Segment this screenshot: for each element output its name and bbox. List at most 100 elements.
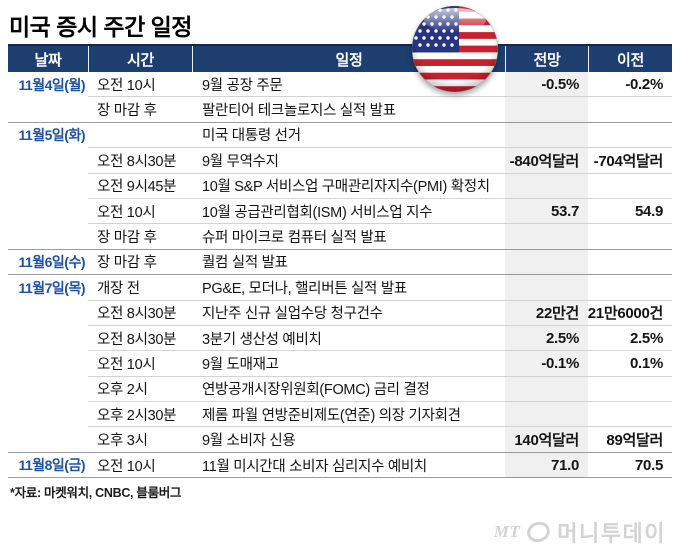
cell-event: PG&E, 모더나, 핼리버튼 실적 발표 bbox=[192, 275, 505, 301]
cell-event: 9월 소비자 신용 bbox=[202, 433, 296, 450]
source-footnote: *자료: 마켓워치, CNBC, 블룸버그 bbox=[10, 486, 182, 500]
table-row: 오전 9시45분 10월 S&P 서비스업 구매관리자지수(PMI) 확정치 bbox=[8, 173, 672, 199]
column-header-event: 일정 bbox=[192, 46, 505, 72]
cell-event: 연방공개시장위원회(FOMC) 금리 결정 bbox=[192, 377, 505, 403]
cell-previous bbox=[588, 275, 672, 301]
cell-date: 11월8일(금) bbox=[18, 457, 85, 474]
cell-date: 11월4일(월) bbox=[18, 76, 85, 93]
cell-date bbox=[8, 351, 88, 376]
cell-previous bbox=[588, 377, 672, 403]
table-row: 오전 8시30분 지난주 신규 실업수당 청구건수 22만건 21만6000건 bbox=[8, 300, 672, 326]
cell-time: 장 마감 후 bbox=[97, 255, 157, 272]
column-header-forecast: 전망 bbox=[505, 46, 588, 72]
cell-forecast bbox=[505, 376, 588, 403]
cell-time: 오전 8시30분 bbox=[88, 326, 192, 352]
table-row: 오전 10시 10월 공급관리협회(ISM) 서비스업 지수 53.7 54.9 bbox=[8, 198, 672, 225]
cell-forecast bbox=[505, 275, 588, 301]
cell-date bbox=[8, 199, 88, 224]
cell-forecast bbox=[505, 97, 588, 122]
column-header-date: 날짜 bbox=[34, 51, 62, 69]
cell-event: 10월 공급관리협회(ISM) 서비스업 지수 bbox=[192, 199, 505, 225]
table-row: 11월5일(화) 미국 대통령 선거 bbox=[8, 122, 672, 149]
cell-previous: 89억달러 bbox=[606, 432, 663, 450]
table-row: 11월7일(목) 개장 전 PG&E, 모더나, 핼리버튼 실적 발표 bbox=[8, 275, 672, 301]
cell-date bbox=[8, 326, 88, 351]
cell-forecast: -840억달러 bbox=[505, 148, 588, 174]
cell-previous bbox=[588, 123, 672, 149]
cell-date bbox=[8, 427, 88, 451]
cell-time: 장 마감 후 bbox=[97, 103, 157, 120]
schedule-table: 날짜 시간 일정 전망 이전 11월4일(월) 오전 10시 9월 공장 주문 -0.… bbox=[8, 44, 672, 479]
cell-time: 오전 10시 bbox=[88, 351, 192, 377]
cell-previous: -0.2% bbox=[588, 72, 672, 98]
cell-forecast: 71.0 bbox=[505, 452, 588, 478]
cell-forecast bbox=[505, 249, 588, 275]
cell-event: 9월 도매재고 bbox=[192, 351, 505, 377]
moneytoday-logo: MT 머니투데이 bbox=[494, 516, 666, 548]
cell-event: 미국 대통령 선거 bbox=[192, 123, 505, 149]
table-row: 오전 8시30분 9월 무역수지 -840억달러 -704억달러 bbox=[8, 148, 672, 174]
cell-date: 11월6일(수) bbox=[18, 253, 85, 270]
cell-time: 오전 9시45분 bbox=[88, 174, 192, 199]
us-flag-icon bbox=[411, 5, 499, 93]
cell-date bbox=[8, 301, 88, 326]
table-row: 오전 8시30분 3분기 생산성 예비치 2.5% 2.5% bbox=[8, 325, 672, 352]
cell-forecast bbox=[505, 224, 588, 249]
table-row: 오후 3시 9월 소비자 신용 140억달러 89억달러 bbox=[8, 427, 672, 453]
table-row: 장 마감 후 슈퍼 마이크로 컴퓨터 실적 발표 bbox=[8, 224, 672, 250]
cell-date: 11월5일(화) bbox=[18, 127, 85, 144]
cell-date bbox=[8, 97, 88, 121]
cell-event: 슈퍼 마이크로 컴퓨터 실적 발표 bbox=[202, 230, 387, 247]
cell-forecast: 53.7 bbox=[505, 198, 588, 225]
cell-event: 팔란티어 테크놀로지스 실적 발표 bbox=[202, 103, 396, 120]
cell-time: 오후 2시 bbox=[88, 377, 192, 403]
cell-date: 11월7일(목) bbox=[18, 279, 85, 296]
cell-forecast: -0.5% bbox=[505, 72, 588, 98]
table-header: 날짜 시간 일정 전망 이전 bbox=[8, 44, 672, 72]
cell-date bbox=[8, 148, 88, 173]
cell-forecast bbox=[505, 122, 588, 149]
cell-time: 장 마감 후 bbox=[97, 230, 157, 247]
cell-time: 오후 3시 bbox=[97, 433, 148, 450]
cell-event: 9월 공장 주문 bbox=[192, 72, 505, 98]
column-header-time: 시간 bbox=[88, 46, 192, 72]
column-header-previous: 이전 bbox=[588, 46, 672, 72]
cell-previous bbox=[588, 402, 672, 428]
cell-time: 개장 전 bbox=[88, 275, 192, 301]
cell-previous: 70.5 bbox=[635, 456, 663, 474]
cell-event: 퀄컴 실적 발표 bbox=[202, 255, 288, 272]
page-title: 미국 증시 주간 일정 bbox=[9, 14, 192, 40]
cell-previous bbox=[588, 250, 672, 274]
cell-previous: 2.5% bbox=[588, 326, 672, 352]
cell-forecast: 140억달러 bbox=[505, 427, 588, 452]
cell-forecast bbox=[505, 402, 588, 428]
cell-time: 오후 2시30분 bbox=[88, 402, 192, 428]
cell-time: 오전 10시 bbox=[97, 458, 156, 475]
moneytoday-ring-icon bbox=[524, 518, 553, 546]
table-row: 11월8일(금) 오전 10시 11월 미시간대 소비자 심리지수 예비치 71.0 7… bbox=[8, 452, 672, 479]
moneytoday-mt-text: MT bbox=[493, 522, 521, 541]
table-row: 11월4일(월) 오전 10시 9월 공장 주문 -0.5% -0.2% bbox=[8, 72, 672, 98]
table-row: 장 마감 후 팔란티어 테크놀로지스 실적 발표 bbox=[8, 97, 672, 123]
cell-forecast: -0.1% bbox=[505, 351, 588, 377]
cell-time: 오전 10시 bbox=[88, 72, 192, 98]
cell-event: 제롬 파월 연방준비제도(연준) 의장 기자회견 bbox=[192, 402, 505, 428]
cell-forecast: 2.5% bbox=[505, 325, 588, 352]
cell-date bbox=[8, 402, 88, 427]
cell-previous: 21만6000건 bbox=[588, 301, 672, 326]
cell-previous: 54.9 bbox=[588, 199, 672, 225]
cell-event: 11월 미시간대 소비자 심리지수 예비치 bbox=[202, 458, 427, 475]
cell-previous bbox=[588, 224, 672, 248]
cell-time: 오전 10시 bbox=[88, 199, 192, 225]
cell-forecast: 22만건 bbox=[505, 300, 588, 326]
cell-event: 지난주 신규 실업수당 청구건수 bbox=[192, 301, 505, 326]
table-row: 오전 10시 9월 도매재고 -0.1% 0.1% bbox=[8, 351, 672, 377]
cell-time bbox=[88, 123, 192, 149]
table-row: 오후 2시 연방공개시장위원회(FOMC) 금리 결정 bbox=[8, 376, 672, 403]
cell-previous bbox=[588, 174, 672, 199]
cell-previous bbox=[588, 97, 672, 121]
cell-time: 오전 8시30분 bbox=[88, 148, 192, 174]
cell-date bbox=[8, 377, 88, 402]
cell-date bbox=[8, 174, 88, 199]
